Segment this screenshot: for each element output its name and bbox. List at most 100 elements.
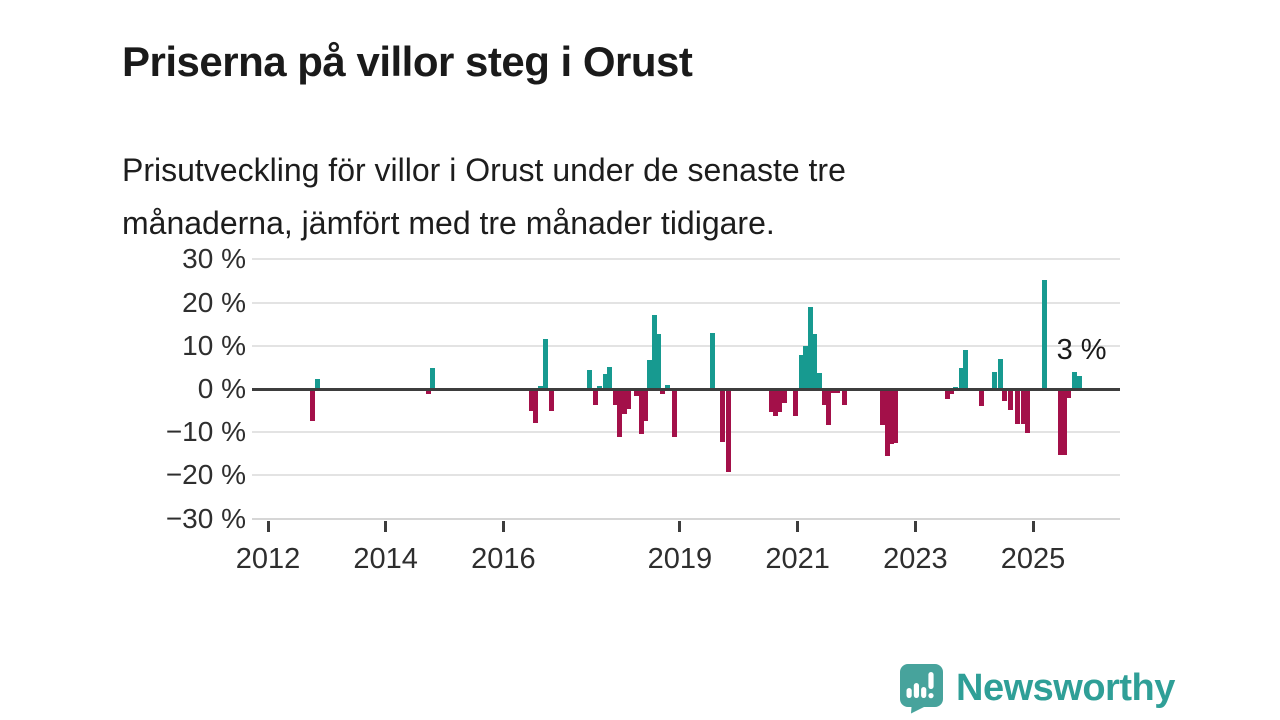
bar-positive — [597, 385, 603, 389]
bar-positive — [314, 379, 320, 389]
grid-line — [252, 431, 1120, 434]
x-tick-label: 2021 — [765, 543, 830, 575]
bar-negative — [719, 389, 725, 443]
bar-negative — [1061, 389, 1067, 455]
bar-negative — [309, 389, 315, 421]
x-tick — [678, 521, 682, 532]
bar-negative — [885, 389, 891, 457]
x-tick — [913, 521, 917, 532]
bar-negative — [835, 389, 841, 394]
bar-positive — [997, 359, 1003, 389]
bar-negative — [425, 389, 431, 394]
bar-positive — [807, 307, 813, 389]
x-tick — [266, 521, 270, 532]
bar-negative — [626, 389, 632, 410]
x-tick — [501, 521, 505, 532]
x-tick-label: 2016 — [471, 543, 536, 575]
bar-negative — [1020, 389, 1026, 424]
bar-positive — [816, 373, 822, 389]
x-tick — [384, 521, 388, 532]
bar-negative — [768, 389, 774, 413]
bar-negative — [889, 389, 895, 445]
bar-chart-exclamation-glyph — [906, 672, 934, 699]
chart-subtitle-line-2: månaderna, jämfört med tre månader tidig… — [122, 205, 775, 241]
bar-negative — [944, 389, 950, 399]
bar-negative — [528, 389, 534, 411]
x-tick-label: 2023 — [883, 543, 948, 575]
bar-negative — [660, 389, 666, 395]
bar-positive — [963, 350, 969, 389]
newsworthy-logo: Newsworthy — [897, 662, 1175, 714]
y-tick-label: 0 % — [197, 373, 246, 404]
zero-baseline — [252, 387, 1120, 391]
bar-negative — [772, 389, 778, 416]
bar-negative — [638, 389, 644, 434]
bar-negative — [978, 389, 984, 406]
x-tick-label: 2012 — [235, 543, 301, 575]
bar-positive — [665, 385, 671, 389]
chart-subtitle: Prisutveckling för villor i Orust under … — [122, 144, 846, 250]
bar-positive — [602, 373, 608, 389]
bar-negative — [822, 389, 828, 405]
bar-negative — [1002, 389, 1008, 402]
bar-negative — [893, 389, 899, 444]
bar-negative — [622, 389, 628, 414]
bar-negative — [880, 389, 886, 425]
bar-negative — [634, 389, 640, 397]
x-axis-line — [252, 518, 1120, 520]
bar-positive — [647, 359, 653, 389]
bar-negative — [671, 389, 677, 437]
bar-negative — [617, 389, 623, 437]
y-tick-label: 30 % — [182, 243, 246, 275]
bar-positive — [1072, 371, 1078, 389]
bar-negative — [612, 389, 618, 405]
bar-negative — [725, 389, 731, 472]
y-tick-label: 10 % — [182, 329, 246, 361]
bar-positive — [992, 372, 998, 389]
x-tick — [1031, 521, 1035, 532]
bar-positive — [812, 334, 818, 389]
price-development-bar-chart: 30 % 20 % 10 % 0 % −10 % −20 % −30 % 2012 2014 20… — [165, 243, 1120, 575]
bar-negative — [592, 389, 598, 405]
bar-negative — [1015, 389, 1021, 425]
y-tick-label: −20 % — [165, 459, 246, 491]
bar-negative — [781, 389, 787, 403]
bar-negative — [1025, 389, 1031, 434]
bar-positive — [430, 367, 436, 389]
bar-positive — [587, 369, 593, 389]
grid-line — [252, 344, 1120, 347]
bar-negative — [642, 389, 648, 421]
bar-negative — [831, 389, 837, 394]
bar-positive — [798, 355, 804, 389]
bar-negative — [1057, 389, 1063, 455]
y-tick-label: −10 % — [165, 416, 246, 448]
bar-negative — [549, 389, 555, 412]
latest-value-annotation: 3 % — [1056, 334, 1107, 367]
x-tick-label: 2019 — [647, 543, 713, 575]
newsworthy-wordmark: Newsworthy — [956, 667, 1175, 709]
bar-positive — [655, 333, 661, 389]
grid-line — [252, 301, 1120, 304]
x-tick — [796, 521, 800, 532]
chart-title: Priserna på villor steg i Orust — [122, 38, 693, 86]
bar-negative — [533, 389, 539, 423]
bar-positive — [1077, 376, 1083, 389]
bar-positive — [958, 367, 964, 389]
bar-negative — [826, 389, 832, 425]
bar-positive — [802, 345, 808, 389]
bar-negative — [841, 389, 847, 405]
chart-subtitle-line-1: Prisutveckling för villor i Orust under … — [122, 152, 846, 188]
grid-line — [252, 258, 1120, 261]
bar-positive — [651, 314, 657, 389]
newsworthy-badge-icon — [900, 664, 943, 714]
y-tick-label: 20 % — [182, 286, 246, 318]
bar-negative — [776, 389, 782, 413]
bar-positive — [542, 339, 548, 389]
x-tick-label: 2025 — [1000, 543, 1066, 575]
bar-negative — [948, 389, 954, 395]
grid-line — [252, 474, 1120, 477]
bar-negative — [1066, 389, 1072, 399]
bar-positive — [710, 332, 716, 389]
bar-negative — [1007, 389, 1013, 410]
bar-negative — [793, 389, 799, 416]
